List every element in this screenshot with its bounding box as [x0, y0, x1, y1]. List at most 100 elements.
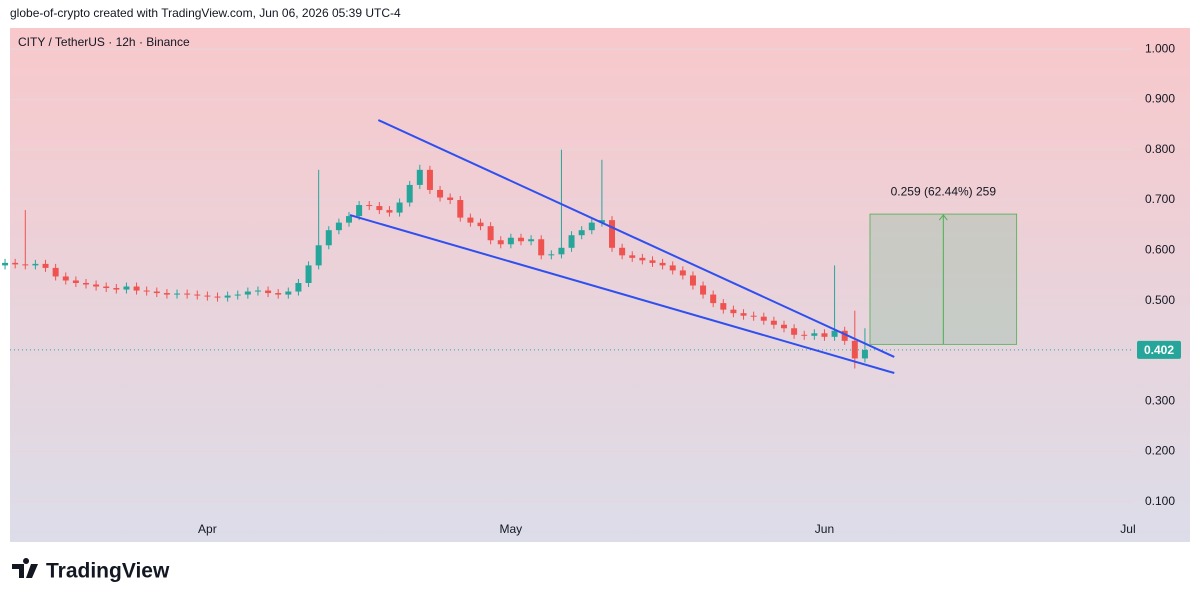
candle-body — [507, 237, 514, 245]
candle-body — [730, 309, 737, 314]
candle-body — [32, 263, 39, 266]
candle-body — [487, 226, 494, 241]
candle-body — [669, 265, 676, 271]
candle-body — [163, 293, 170, 295]
x-tick-label: May — [500, 522, 523, 536]
candle-body — [467, 217, 474, 223]
candle-body — [305, 265, 312, 283]
candle-body — [609, 220, 616, 248]
candle-body — [356, 205, 363, 217]
candle-body — [568, 235, 575, 248]
candle-body — [558, 247, 565, 255]
candle-body — [649, 260, 656, 263]
y-tick-label: 0.600 — [1145, 242, 1175, 256]
candle-body — [103, 286, 110, 289]
candle-body — [346, 216, 353, 223]
measure-arrowhead — [938, 214, 948, 221]
candle-body — [295, 282, 302, 292]
candle-body — [52, 267, 59, 277]
candle-body — [315, 245, 322, 266]
credit: globe-of-crypto created with TradingView… — [10, 6, 401, 20]
candle-body — [325, 230, 332, 246]
x-tick-label: Jun — [815, 522, 834, 536]
candle-body — [659, 262, 666, 266]
candle-body — [538, 239, 545, 256]
candle-body — [426, 169, 433, 190]
candle-body — [275, 293, 282, 295]
candle-body — [841, 330, 848, 341]
candle-body — [517, 237, 524, 242]
candle-body — [2, 262, 9, 266]
candle-body — [123, 286, 130, 290]
candle-body — [214, 296, 221, 298]
candle-body — [497, 240, 504, 245]
candle-body — [801, 334, 808, 336]
candle-body — [629, 255, 636, 258]
candle-body — [174, 293, 181, 295]
y-tick-label: 0.800 — [1145, 142, 1175, 156]
candle-body — [710, 294, 717, 304]
x-tick-label: Apr — [198, 522, 217, 536]
candle-body — [82, 282, 89, 285]
y-tick-label: 0.300 — [1145, 393, 1175, 407]
candle-body — [447, 197, 454, 201]
trendline — [349, 214, 895, 374]
candle-body — [244, 291, 251, 295]
candle-body — [780, 324, 787, 329]
candle-body — [153, 291, 160, 294]
candle-body — [42, 263, 49, 268]
candle-body — [861, 349, 868, 359]
candle-body — [204, 295, 211, 297]
x-tick-label: Jul — [1120, 522, 1135, 536]
candle-body — [254, 290, 261, 292]
candle-body — [12, 262, 19, 265]
candle-body — [477, 222, 484, 227]
candle-body — [588, 222, 595, 231]
brand-logo: TradingView — [12, 558, 170, 583]
chart-background — [10, 28, 1190, 542]
candle-body — [639, 257, 646, 261]
candle-body — [376, 206, 383, 211]
candle-body — [831, 330, 838, 337]
candle-body — [740, 313, 747, 316]
brand-name: TradingView — [46, 560, 170, 583]
candle-body — [143, 290, 150, 292]
candle-body — [194, 294, 201, 296]
candle-body — [598, 220, 605, 223]
trendline — [377, 119, 895, 358]
candle-body — [720, 303, 727, 310]
candle-body — [184, 293, 191, 295]
candle-body — [619, 247, 626, 256]
candle-body — [386, 210, 393, 213]
candle-body — [770, 320, 777, 325]
candle-body — [234, 294, 241, 296]
candle-body — [113, 288, 120, 290]
y-tick-label: 0.500 — [1145, 293, 1175, 307]
y-tick-label: 0.900 — [1145, 92, 1175, 106]
candle-body — [335, 222, 342, 231]
candle-body — [811, 333, 818, 336]
candle-body — [578, 230, 585, 236]
y-tick-label: 0.100 — [1145, 494, 1175, 508]
candle-body — [224, 295, 231, 298]
candle-body — [22, 264, 29, 266]
candle-body — [93, 284, 100, 287]
candle-body — [700, 285, 707, 295]
measure-label: 0.259 (62.44%) 259 — [891, 184, 997, 198]
candle-body — [689, 275, 696, 286]
y-tick-label: 0.200 — [1145, 444, 1175, 458]
candle-body — [821, 333, 828, 337]
candle-body — [133, 286, 140, 291]
candle-body — [396, 202, 403, 213]
candle-body — [528, 239, 535, 242]
y-tick-label: 0.700 — [1145, 192, 1175, 206]
candle-body — [791, 328, 798, 335]
candle-body — [457, 200, 464, 218]
candle-body — [285, 291, 292, 295]
candle-body — [265, 290, 272, 294]
candle-body — [679, 270, 686, 276]
candle-body — [750, 315, 757, 317]
candle-body — [366, 205, 373, 207]
symbol-title: CITY / TetherUS · 12h · Binance — [18, 35, 190, 49]
